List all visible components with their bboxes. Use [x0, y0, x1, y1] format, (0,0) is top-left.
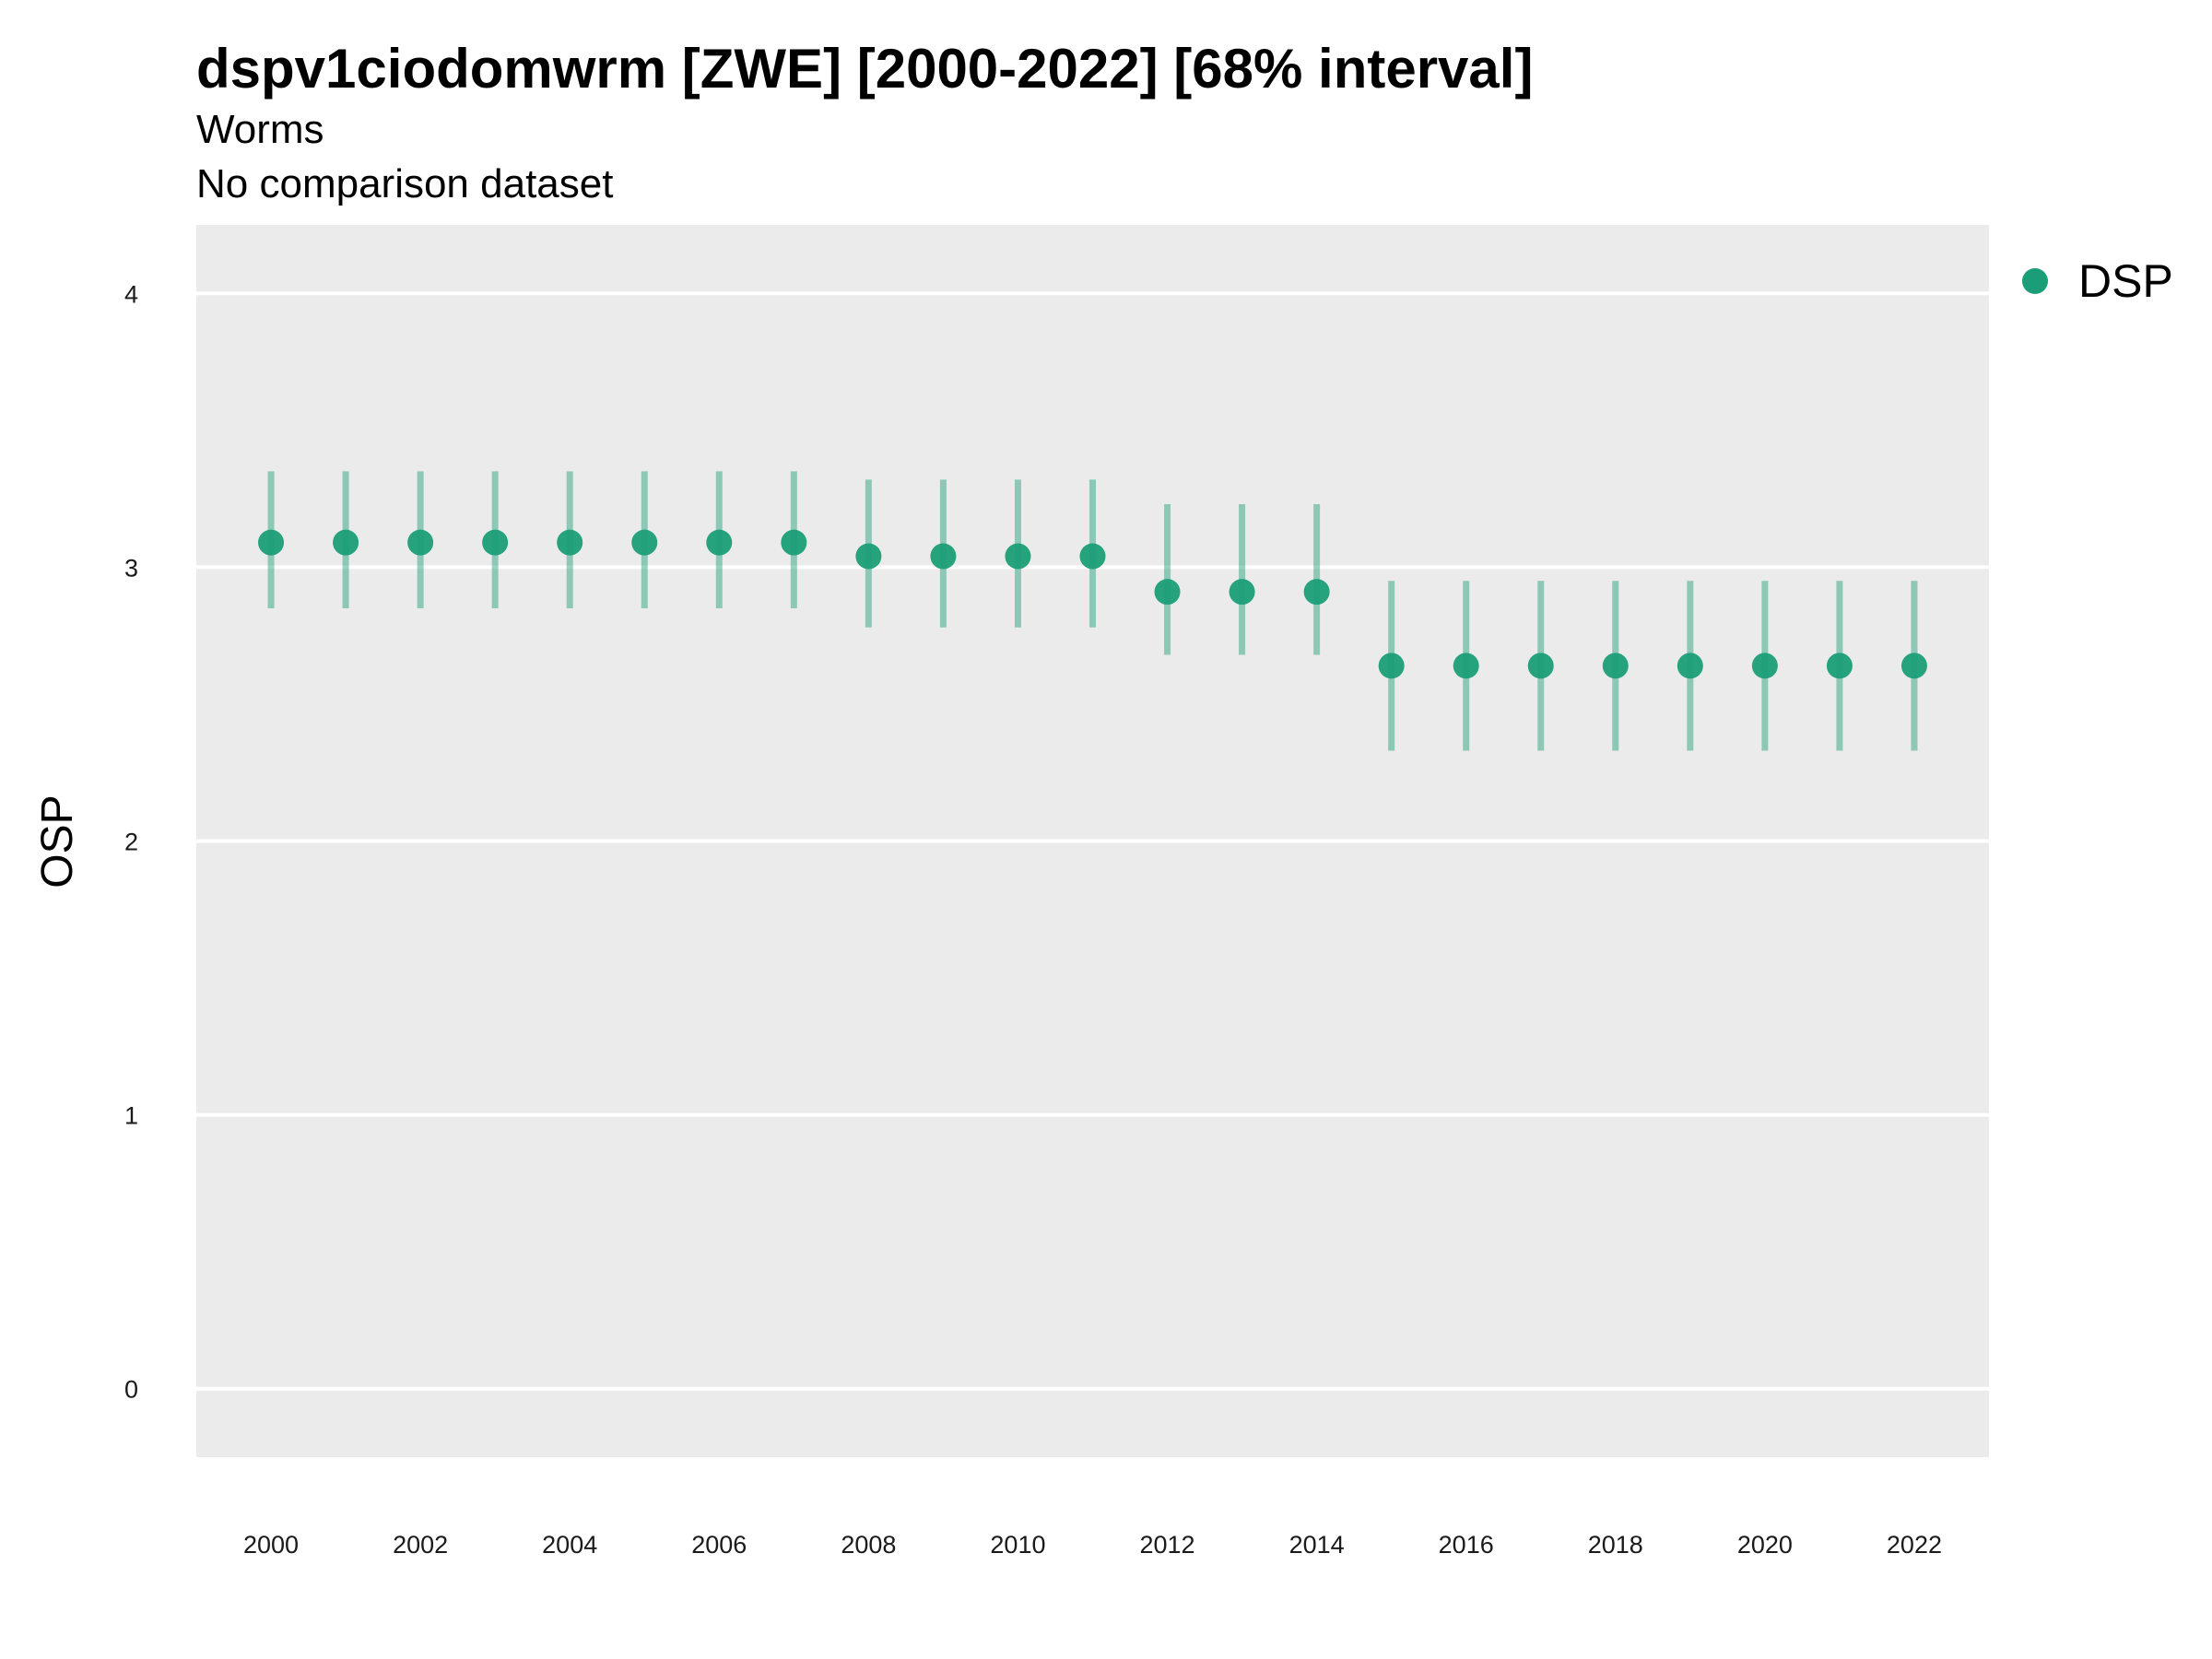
y-tick-label-3: 3 — [124, 554, 138, 582]
data-point-2015 — [1378, 653, 1405, 679]
data-point-2002 — [407, 529, 434, 556]
data-point-2006 — [706, 529, 733, 556]
data-point-2003 — [482, 529, 509, 556]
data-point-2020 — [1751, 653, 1778, 679]
y-tick-label-4: 4 — [124, 280, 138, 308]
legend-label-dsp: DSP — [2078, 255, 2173, 307]
data-point-2010 — [1005, 543, 1031, 570]
data-point-2005 — [631, 529, 658, 556]
data-point-2022 — [1900, 653, 1927, 679]
chart-caption: No comparison dataset — [196, 161, 613, 206]
x-tick-label-2020: 2020 — [1737, 1531, 1793, 1559]
x-tick-label-2010: 2010 — [990, 1531, 1045, 1559]
legend: DSP — [2022, 255, 2173, 307]
data-point-2001 — [333, 529, 359, 556]
data-point-2021 — [1826, 653, 1853, 679]
x-tick-label-2018: 2018 — [1588, 1531, 1643, 1559]
data-point-2018 — [1602, 653, 1629, 679]
data-point-2013 — [1229, 579, 1255, 606]
y-tick-label-1: 1 — [124, 1102, 138, 1130]
data-point-2007 — [781, 529, 807, 556]
data-point-2014 — [1303, 579, 1330, 606]
data-marks — [258, 471, 1927, 751]
x-tick-label-2016: 2016 — [1439, 1531, 1494, 1559]
data-point-2004 — [557, 529, 583, 556]
x-tick-label-2004: 2004 — [542, 1531, 597, 1559]
x-tick-label-2022: 2022 — [1887, 1531, 1942, 1559]
x-tick-label-2006: 2006 — [691, 1531, 747, 1559]
data-point-2009 — [930, 543, 957, 570]
x-tick-label-2000: 2000 — [243, 1531, 299, 1559]
x-axis-ticks: 2000 2002 2004 2006 2008 2010 2012 2014 2016 2018… — [243, 1531, 1942, 1559]
data-point-2016 — [1453, 653, 1479, 679]
y-axis-label: OSP — [33, 794, 82, 888]
data-point-2008 — [855, 543, 882, 570]
data-point-2019 — [1677, 653, 1703, 679]
y-tick-label-0: 0 — [124, 1376, 138, 1404]
x-tick-label-2002: 2002 — [393, 1531, 448, 1559]
y-axis-ticks: 0 1 2 3 4 — [124, 280, 138, 1403]
data-point-2011 — [1079, 543, 1106, 570]
data-point-2000 — [258, 529, 285, 556]
y-tick-label-2: 2 — [124, 829, 138, 856]
legend-marker-dsp — [2022, 268, 2048, 294]
chart-subtitle: Worms — [196, 107, 324, 152]
data-point-2012 — [1154, 579, 1181, 606]
data-point-2017 — [1527, 653, 1554, 679]
x-tick-label-2014: 2014 — [1289, 1531, 1345, 1559]
chart-title: dspv1ciodomwrm [ZWE] [2000-2022] [68% in… — [196, 38, 1533, 100]
x-tick-label-2008: 2008 — [841, 1531, 896, 1559]
x-tick-label-2012: 2012 — [1140, 1531, 1195, 1559]
